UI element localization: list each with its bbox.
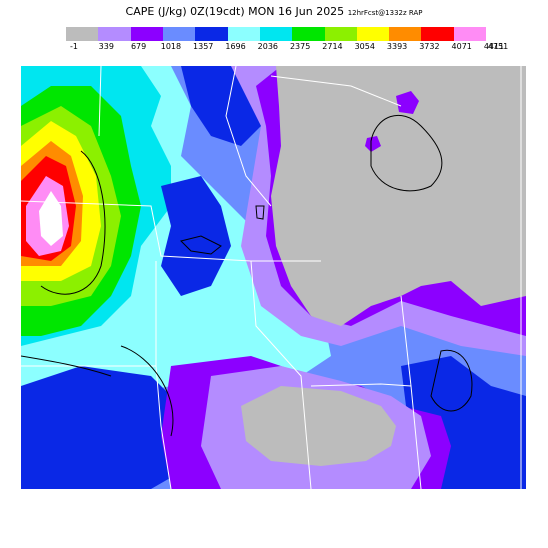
legend-swatch <box>324 27 357 41</box>
legend-swatch <box>389 27 422 41</box>
map-title: CAPE (J/kg) 0Z(19cdt) MON 16 Jun 2025 12… <box>0 5 548 18</box>
title-subtitle: 12hrFcst@1332z RAP <box>347 9 423 17</box>
legend-tick-label: 2714 <box>322 42 343 51</box>
legend-swatch <box>162 27 196 41</box>
legend-swatch <box>98 27 131 41</box>
legend-tick-label: 1696 <box>225 42 246 51</box>
legend-swatch <box>227 27 260 41</box>
legend-tick-label: 2036 <box>257 42 279 51</box>
legend-tick-label: 4751 <box>487 42 509 51</box>
legend-tick-label: 4411 <box>483 42 505 51</box>
legend-tick-label: 4071 <box>451 42 472 51</box>
legend-tick-labels: -1 339 679 1018 1357 1696 2036 2375 2714 3054 3393… <box>66 42 509 54</box>
legend-tick-label: 339 <box>98 42 114 51</box>
legend-tick-label: 3393 <box>386 42 408 51</box>
legend-swatch <box>421 27 454 41</box>
legend-tick-label: 679 <box>130 42 147 51</box>
cape-field <box>21 66 526 489</box>
legend-swatch <box>130 27 163 41</box>
legend-swatch <box>66 27 99 41</box>
legend-tick-label: -1 <box>70 42 78 51</box>
legend-tick-label: 2375 <box>289 42 311 51</box>
legend-swatch <box>259 27 293 41</box>
legend-swatch <box>195 27 228 41</box>
legend-tick-label: 3732 <box>419 42 440 51</box>
contour-lines <box>21 114 473 437</box>
legend-tick-label: 1018 <box>160 42 182 51</box>
cape-map <box>21 66 526 489</box>
state-borders <box>21 66 522 489</box>
title-main: CAPE (J/kg) 0Z(19cdt) MON 16 Jun 2025 <box>125 5 345 18</box>
legend-swatch <box>292 27 325 41</box>
legend-tick-label: 3054 <box>354 42 375 51</box>
map-canvas <box>21 66 526 489</box>
legend-swatch <box>453 27 487 41</box>
legend-swatch <box>356 27 390 41</box>
color-legend <box>66 27 487 41</box>
legend-tick-label: 1357 <box>193 42 214 51</box>
